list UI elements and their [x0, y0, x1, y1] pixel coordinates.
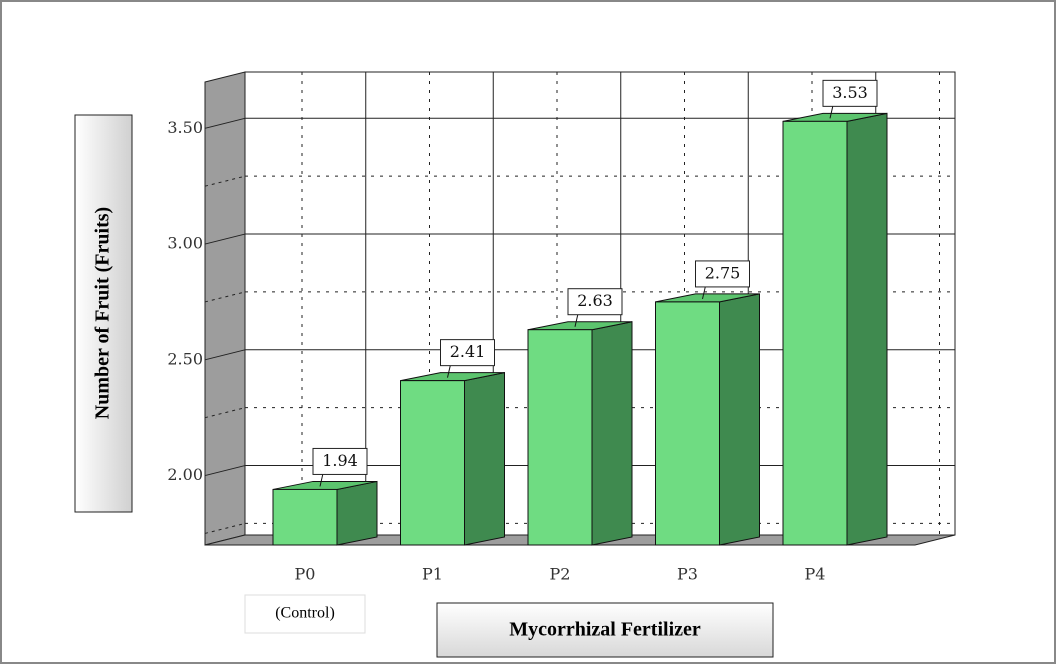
y-tick-label: 3.00: [167, 234, 203, 253]
y-tick-label: 2.00: [167, 465, 203, 484]
y-tick-label: 2.50: [167, 349, 203, 368]
x-tick-label: P2: [550, 565, 571, 584]
value-label-box: [695, 260, 750, 288]
value-label-box: [312, 447, 368, 475]
bar: [655, 301, 720, 546]
bar: [782, 120, 848, 546]
label-leader: [319, 473, 324, 487]
annotation-box: [244, 594, 366, 634]
x-tick-label: P0: [295, 565, 316, 584]
bar-side: [591, 321, 633, 546]
x-tick-label: P1: [422, 565, 443, 584]
x-tick-label: P4: [805, 565, 826, 584]
x-axis-title: Mycorrhizal Fertilizer: [509, 619, 701, 641]
plot: 2.00 2.50 3.00 3.50 P0 1.94 P1 2.41 P2 2.63 P3 2.75…: [167, 71, 956, 584]
value-label: 2.75: [705, 263, 741, 282]
label-leader: [574, 313, 579, 327]
y-tick-label: 3.50: [167, 118, 203, 137]
value-label: 2.63: [577, 291, 613, 310]
label-leader: [829, 105, 834, 119]
y-axis-title: Number of Fruit (Fruits): [92, 207, 114, 419]
value-label-box: [822, 79, 878, 107]
x-tick-label: P3: [677, 565, 698, 584]
bar-side: [846, 112, 888, 546]
value-label-box: [567, 288, 623, 316]
y-title-box: [74, 114, 133, 513]
bar-side: [336, 480, 378, 546]
x-title-box: [436, 602, 774, 658]
bar: [400, 380, 465, 546]
bar: [527, 329, 593, 546]
value-label: 3.53: [832, 83, 868, 102]
annotation: (Control): [275, 605, 335, 622]
label-leader: [447, 364, 451, 378]
grid-line: [204, 465, 246, 477]
grid-line: [204, 233, 246, 245]
bar: [272, 488, 338, 546]
grid-line: [204, 117, 246, 129]
value-label-box: [440, 339, 495, 367]
label-leader: [702, 285, 706, 300]
bar-side: [464, 372, 505, 546]
value-label: 2.41: [450, 342, 486, 361]
bar-side: [719, 293, 760, 546]
value-label: 1.94: [322, 451, 358, 470]
grid-line: [204, 349, 246, 361]
